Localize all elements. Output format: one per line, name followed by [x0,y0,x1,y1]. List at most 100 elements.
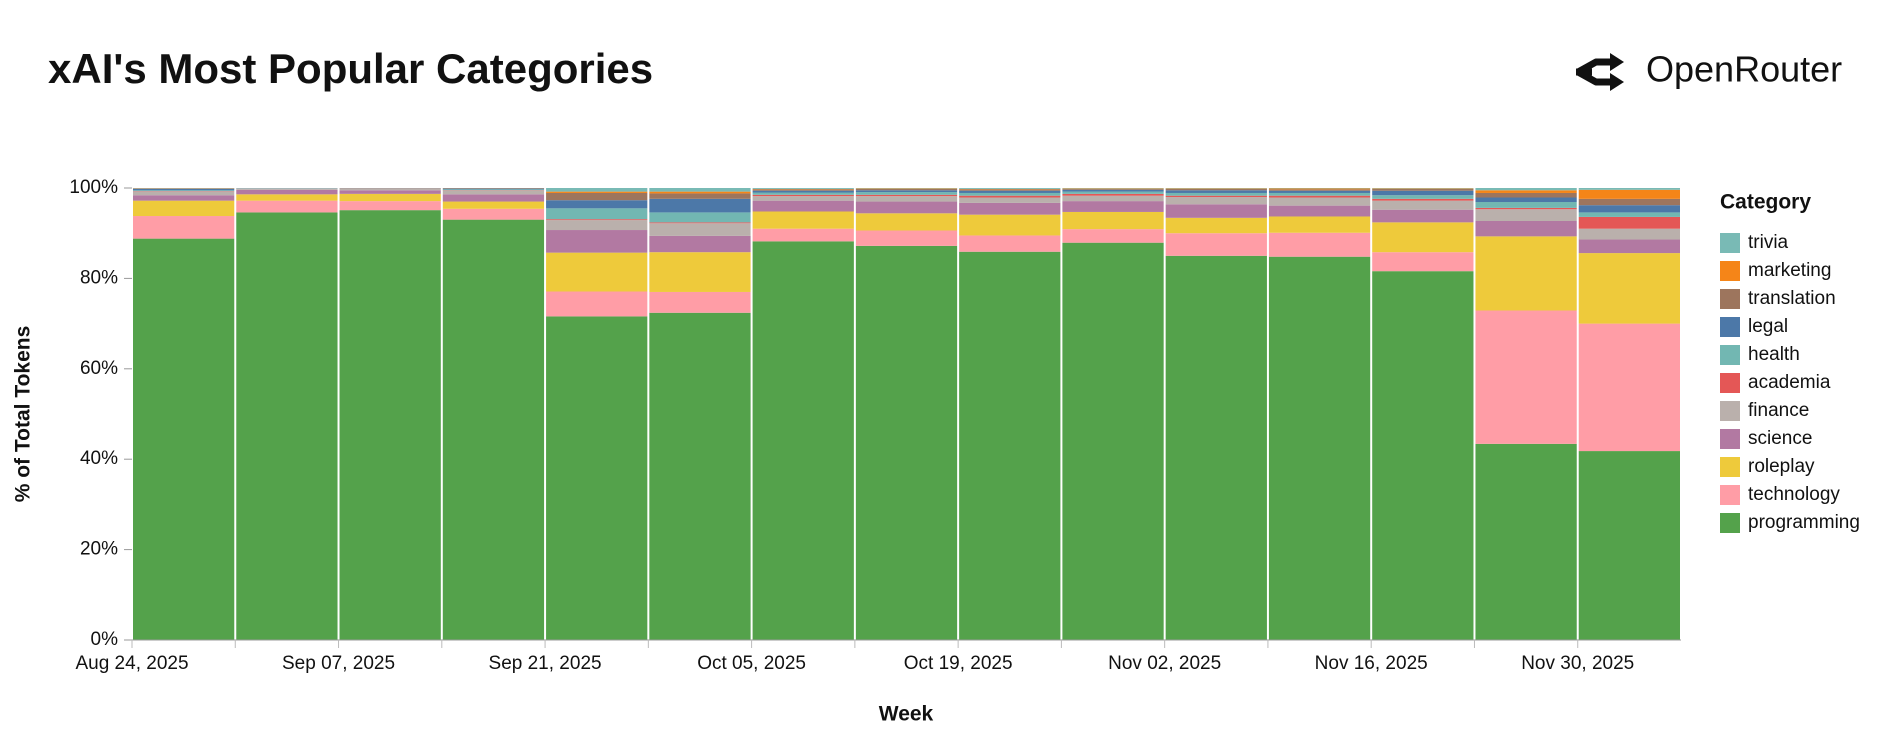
bar-segment [856,246,957,640]
bar-segment [133,192,234,196]
bar-segment [856,192,957,195]
bar-segment [1166,190,1267,193]
bar-segment [1372,201,1473,210]
bar-segment [1269,188,1370,189]
bar-segment [546,192,647,193]
bar-segment [1579,324,1680,451]
bar-segment [443,220,544,640]
bar-segment [753,241,854,640]
bar-segment [340,189,441,190]
bar-segment [1166,256,1267,640]
bar-segment [1269,216,1370,232]
bar-segment [1372,271,1473,640]
bar-segment [340,210,441,640]
x-tick-label: Aug 24, 2025 [75,653,188,674]
bar-segment [959,196,1060,198]
bar-segment [133,216,234,239]
bar-segment [856,230,957,245]
brand-name: OpenRouter [1646,49,1842,90]
bar-segment [1269,197,1370,205]
legend-swatch [1720,317,1740,337]
bar-segment [1475,444,1576,640]
bar-segment [649,313,750,640]
bar-segment [1062,194,1163,196]
bar-segment [753,201,854,212]
bar-segment [649,222,750,223]
bar-segment [856,213,957,230]
bar-segment [546,316,647,640]
bar-segment [753,212,854,229]
bar-segment [1269,206,1370,217]
bar-segment [133,190,234,191]
bar-segment [1269,191,1370,193]
bar-segment [649,252,750,292]
y-tick-label: 0% [91,629,119,650]
bar-segment [546,188,647,192]
y-tick-label: 60% [80,358,118,379]
bar-segment [1579,229,1680,240]
bar-segment [1062,192,1163,194]
legend-label: legal [1748,316,1788,337]
bar-segment [856,195,957,196]
y-tick-label: 100% [69,177,118,198]
bar-segment [1269,189,1370,190]
bar-segment [856,189,957,190]
bar-segment [133,189,234,190]
x-tick-label: Oct 19, 2025 [904,653,1013,674]
bar-segment [1269,233,1370,257]
x-tick-label: Nov 30, 2025 [1521,653,1634,674]
bar-segment [1166,189,1267,190]
bar-segment [1166,196,1267,197]
bar-segment [649,199,750,213]
legend-swatch [1720,513,1740,533]
y-tick-label: 40% [80,448,118,469]
bar-segment [1475,193,1576,198]
bar-segment [546,208,647,219]
bar-segment [753,188,854,189]
bar-segment [236,194,337,200]
bar-segment [443,194,544,201]
legend-label: science [1748,428,1812,449]
bar-segment [1166,204,1267,218]
bar-segment [753,193,854,195]
bar-segment [1475,221,1576,236]
bar-segment [1372,199,1473,201]
bar-segment [959,188,1060,189]
bar-segment [959,189,1060,190]
bar-segment [1579,253,1680,324]
bar-segment [133,201,234,216]
legend-swatch [1720,373,1740,393]
bar-segment [1062,190,1163,192]
legend-label: health [1748,344,1800,365]
bar-segment [546,200,647,208]
x-tick-label: Sep 21, 2025 [489,653,602,674]
bar-segment [1372,191,1473,196]
legend-swatch [1720,345,1740,365]
legend-swatch [1720,429,1740,449]
legend-label: programming [1748,512,1860,533]
bar-segment [1475,188,1576,190]
bar-segment [959,203,1060,215]
bar-segment [856,196,957,201]
legend-swatch [1720,401,1740,421]
bar-segment [649,212,750,222]
legend-swatch [1720,485,1740,505]
bar-segment [1579,451,1680,640]
bar-segment [546,253,647,292]
legend-label: finance [1748,400,1809,421]
bar-segment [1579,212,1680,217]
bar-segment [1372,252,1473,271]
bar-segment [1372,189,1473,191]
bar-segment [546,220,647,230]
bar-segment [443,191,544,195]
bar-segment [1579,240,1680,254]
bar-segment [959,197,1060,202]
bar-segment [1269,193,1370,196]
bar-segment [1062,229,1163,243]
legend-label: translation [1748,288,1836,309]
bar-segment [753,189,854,190]
legend-label: trivia [1748,232,1789,253]
legend-swatch [1720,233,1740,253]
legend-swatch [1720,457,1740,477]
bar-segment [1062,196,1163,201]
